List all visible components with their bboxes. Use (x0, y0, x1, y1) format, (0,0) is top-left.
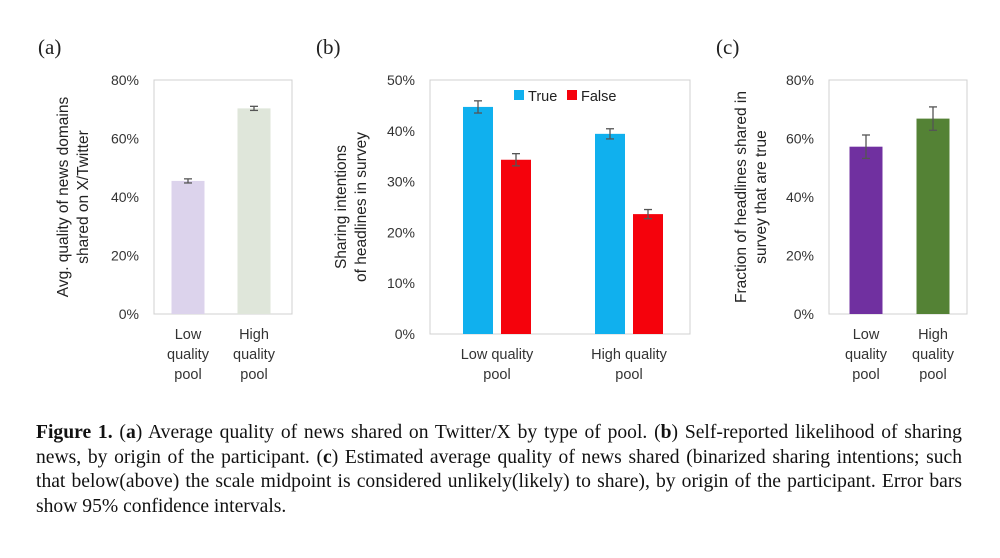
y-axis-label: of headlines in survey (353, 132, 370, 282)
caption-paren: ) (671, 422, 679, 443)
category-label: Low quality (461, 347, 534, 363)
caption-text-a: Average quality of news shared on Twitte… (142, 422, 655, 443)
panel-label-b: (b) (316, 35, 341, 59)
bar-false (501, 159, 531, 334)
caption-text-b: Self-reported likelihood of sharing news… (36, 422, 962, 468)
plot-frame (429, 79, 691, 335)
bar-false (633, 214, 663, 334)
y-tick-label: 20% (111, 248, 139, 264)
caption-figure-label: Figure 1. (36, 422, 113, 443)
legend-label: True (528, 89, 557, 105)
y-tick-label: 20% (786, 248, 814, 264)
caption-letter-c: c (323, 446, 332, 468)
y-tick-label: 80% (786, 72, 814, 88)
chart-c: 0% 20% 40% 60% 80% Fraction of headlines shar… (733, 72, 968, 383)
y-tick-label: 20% (387, 224, 415, 240)
legend-swatch (567, 90, 577, 100)
category-label: quality (167, 347, 210, 363)
caption-paren: ( (316, 446, 323, 468)
caption-paren: ) (331, 446, 339, 468)
chart-b: 0% 10% 20% 30% 40% 50% Sharing intentions of he… (333, 72, 691, 383)
category-label: pool (174, 367, 201, 383)
caption-letter-a: a (125, 422, 136, 443)
category-label: Low (853, 327, 880, 343)
y-tick-label: 60% (786, 131, 814, 147)
figure-panels: (a) (b) (c) 0% 20% 40% 60% 80% Avg. quality o… (38, 35, 968, 383)
bar-true (463, 106, 493, 334)
chart-a: 0% 20% 40% 60% 80% Avg. quality of news domai… (55, 72, 293, 383)
y-tick-label: 30% (387, 174, 415, 190)
category-label: High (918, 327, 948, 343)
y-axis-label: Avg. quality of news domains (55, 97, 72, 298)
category-label: quality (912, 347, 955, 363)
category-label: High (239, 327, 269, 343)
y-axis-label: survey that are true (753, 130, 770, 264)
y-tick-label: 0% (395, 326, 415, 342)
y-axis-label: Fraction of headlines shared in (733, 91, 750, 303)
y-axis-label: Sharing intentions (333, 145, 350, 269)
caption-paren: ) (135, 422, 143, 443)
y-tick-label: 0% (119, 306, 139, 322)
figure-caption: Figure 1. (a) Average quality of news sh… (36, 421, 962, 519)
y-tick-label: 10% (387, 275, 415, 291)
bar (849, 146, 883, 314)
category-label: pool (615, 367, 642, 383)
caption-paren: ( (654, 422, 661, 443)
category-label: High quality (591, 347, 668, 363)
category-label: pool (852, 367, 879, 383)
plot-frame (153, 79, 293, 315)
bar (237, 108, 271, 314)
category-label: quality (233, 347, 276, 363)
caption-letter-b: b (660, 422, 672, 443)
bar-true (595, 133, 625, 334)
category-label: pool (919, 367, 946, 383)
bar (171, 180, 205, 314)
caption-text-c: Estimated average quality of news shared… (36, 446, 962, 517)
y-tick-label: 40% (111, 189, 139, 205)
category-label: quality (845, 347, 888, 363)
category-label: Low (175, 327, 202, 343)
y-axis-label: shared on X/Twitter (75, 130, 92, 264)
category-label: pool (240, 367, 267, 383)
panel-label-a: (a) (38, 35, 61, 59)
y-tick-label: 80% (111, 72, 139, 88)
y-tick-label: 40% (786, 189, 814, 205)
y-tick-label: 0% (794, 306, 814, 322)
legend-label: False (581, 89, 616, 105)
category-label: pool (483, 367, 510, 383)
legend-swatch (514, 90, 524, 100)
y-tick-label: 50% (387, 72, 415, 88)
y-tick-label: 60% (111, 131, 139, 147)
bar (916, 118, 950, 314)
y-tick-label: 40% (387, 123, 415, 139)
panel-label-c: (c) (716, 35, 739, 59)
caption-paren: ( (119, 422, 126, 443)
plot-frame (828, 79, 968, 315)
